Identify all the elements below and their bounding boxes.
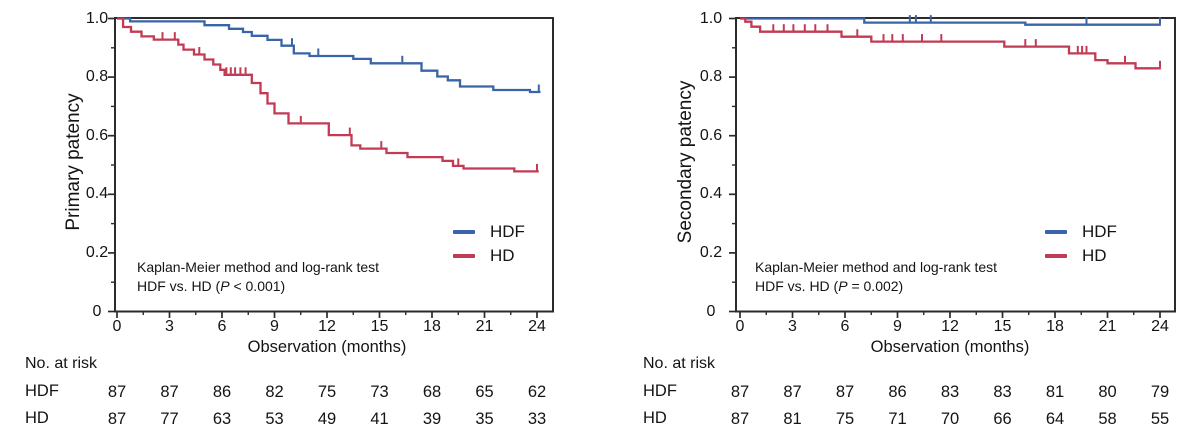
y-tick-label: 0.8 <box>699 68 723 86</box>
x-tick-label: 9 <box>270 318 279 335</box>
at-risk-count: 79 <box>1150 383 1170 401</box>
at-risk-count: 71 <box>888 410 907 428</box>
hd-legend-label: HD <box>490 246 515 265</box>
y-tick-label: 1.0 <box>699 9 723 27</box>
at-risk-count: 53 <box>265 410 284 428</box>
x-tick-label: 6 <box>840 318 850 335</box>
x-tick-label: 0 <box>735 318 745 335</box>
x-tick-label: 15 <box>370 318 389 335</box>
at-risk-count: 82 <box>265 383 284 401</box>
at-risk-count: 83 <box>940 383 960 401</box>
y-tick-label: 0 <box>92 302 102 320</box>
secondary-at-risk-row-label-hdf: HDF <box>643 382 677 400</box>
legend-entry-hd: HD <box>453 244 525 268</box>
at-risk-count: 87 <box>107 383 127 401</box>
hdf-legend-label: HDF <box>1082 222 1117 241</box>
at-risk-count: 87 <box>160 383 179 401</box>
secondary-at-risk-title: No. at risk <box>643 355 716 372</box>
at-risk-count: 65 <box>475 383 494 401</box>
legend-entry-hdf: HDF <box>453 220 525 244</box>
legend-entry-hdf: HDF <box>1045 220 1117 244</box>
primary-legend: HDF HD <box>453 220 525 268</box>
at-risk-count: 68 <box>422 383 442 401</box>
at-risk-count: 83 <box>993 383 1012 401</box>
x-tick-label: 24 <box>528 318 546 335</box>
at-risk-count: 33 <box>527 410 547 428</box>
at-risk-count: 41 <box>370 410 389 428</box>
at-risk-count: 81 <box>783 410 802 428</box>
at-risk-count: 55 <box>1150 410 1170 428</box>
primary-annotation-line1: Kaplan-Meier method and log-rank test <box>137 259 380 275</box>
at-risk-count: 87 <box>783 383 802 401</box>
x-tick-label: 21 <box>475 318 494 335</box>
secondary-stats-annotation: Kaplan-Meier method and log-rank test HD… <box>755 258 997 295</box>
primary-at-risk-row-label-hdf: HDF <box>25 382 59 400</box>
at-risk-count: 73 <box>370 383 389 401</box>
x-tick-label: 15 <box>993 318 1012 335</box>
legend-entry-hd: HD <box>1045 244 1117 268</box>
y-tick-label: 0.8 <box>85 68 109 86</box>
x-tick-label: 12 <box>941 318 959 335</box>
at-risk-count: 86 <box>212 383 232 401</box>
y-tick-label: 0 <box>706 302 716 320</box>
at-risk-count: 80 <box>1098 383 1117 401</box>
x-tick-label: 0 <box>112 318 122 335</box>
at-risk-count: 58 <box>1098 410 1117 428</box>
y-tick-label: 0.6 <box>699 126 723 144</box>
at-risk-count: 35 <box>475 410 494 428</box>
secondary-x-axis-title: Observation (months) <box>870 338 1030 356</box>
secondary-annotation-line1: Kaplan-Meier method and log-rank test <box>755 259 998 275</box>
at-risk-count: 75 <box>317 383 337 401</box>
y-tick-label: 0.4 <box>85 185 109 203</box>
secondary-at-risk-row-label-hd: HD <box>643 409 667 427</box>
at-risk-count: 75 <box>835 410 855 428</box>
y-tick-label: 0.2 <box>85 243 109 261</box>
secondary-legend: HDF HD <box>1045 220 1117 268</box>
primary-at-risk-row-label-hd: HD <box>25 409 49 427</box>
at-risk-count: 70 <box>940 410 960 428</box>
hdf-line-swatch <box>1045 230 1067 234</box>
hdf-legend-label: HDF <box>490 222 525 241</box>
at-risk-count: 39 <box>422 410 442 428</box>
y-tick-label: 0.6 <box>85 126 109 144</box>
at-risk-count: 64 <box>1045 410 1065 428</box>
hdf-line-swatch <box>453 230 475 234</box>
primary-at-risk-title: No. at risk <box>25 355 98 372</box>
at-risk-count: 63 <box>212 410 232 428</box>
at-risk-count: 87 <box>835 383 855 401</box>
primary-x-axis-title: Observation (months) <box>247 338 407 356</box>
at-risk-count: 62 <box>527 383 547 401</box>
primary-annotation-line2: HDF vs. HD (P < 0.001) <box>137 277 286 294</box>
hd-legend-label: HD <box>1082 246 1107 265</box>
x-tick-label: 3 <box>165 318 174 335</box>
x-tick-label: 18 <box>423 318 441 335</box>
at-risk-count: 86 <box>888 383 907 401</box>
at-risk-count: 66 <box>993 410 1012 428</box>
y-tick-label: 0.4 <box>699 185 723 203</box>
x-tick-label: 3 <box>788 318 797 335</box>
secondary-y-axis-title: Secondary patency <box>675 80 696 244</box>
y-tick-label: 1.0 <box>85 9 109 27</box>
at-risk-count: 87 <box>107 410 127 428</box>
x-tick-label: 12 <box>318 318 336 335</box>
at-risk-count: 77 <box>160 410 179 428</box>
x-tick-label: 6 <box>217 318 227 335</box>
y-tick-label: 0.2 <box>699 243 723 261</box>
x-tick-label: 18 <box>1046 318 1064 335</box>
x-tick-label: 24 <box>1151 318 1169 335</box>
at-risk-count: 81 <box>1045 383 1065 401</box>
primary-y-axis-title: Primary patency <box>63 93 84 231</box>
at-risk-count: 87 <box>730 383 750 401</box>
secondary-annotation-line2: HDF vs. HD (P = 0.002) <box>755 277 904 294</box>
x-tick-label: 21 <box>1098 318 1117 335</box>
hd-line-swatch <box>453 254 475 258</box>
primary-stats-annotation: Kaplan-Meier method and log-rank test HD… <box>137 258 379 295</box>
hd-line-swatch <box>1045 254 1067 258</box>
at-risk-count: 87 <box>730 410 750 428</box>
x-tick-label: 9 <box>893 318 902 335</box>
at-risk-count: 49 <box>317 410 337 428</box>
